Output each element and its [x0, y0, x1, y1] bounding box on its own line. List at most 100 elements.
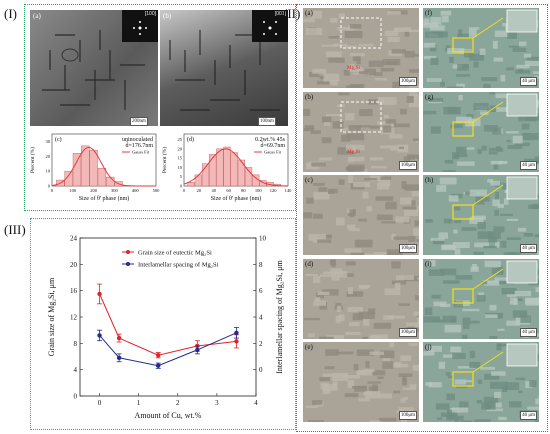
micrograph-label: (b): [305, 92, 314, 101]
tem-b-diffraction-inset: [001]: [252, 10, 288, 42]
hist-legend-mean: d̄=176.7nm: [125, 142, 153, 149]
data-point: [156, 363, 161, 368]
histogram-c: 0 100 200 300 400 500 0 10 20 30 Size of θ' phase …: [29, 133, 160, 202]
magnified-inset: [506, 9, 538, 33]
data-point: [234, 339, 239, 344]
data-point: [116, 355, 122, 361]
chart-x-tick: 4: [254, 399, 258, 407]
micrograph-scalebar: 40 μm: [520, 327, 537, 337]
hist-x-label: Size of θ' phase (nm): [79, 195, 130, 202]
chart-x-tick: 2: [176, 399, 180, 407]
magnified-inset: [506, 93, 538, 116]
legend-marker: [126, 250, 130, 254]
chart-x-tick: 3: [215, 399, 219, 407]
hist-legend-title: uninoculated: [122, 137, 153, 143]
micrograph-left-1: (a) 100μm Mg₂Si: [303, 8, 419, 88]
hist-y-tick: 25: [178, 137, 183, 142]
micrograph-label: (j): [425, 343, 432, 351]
gauss-fit-curve: [183, 148, 288, 187]
panel-III-frame: [30, 218, 296, 430]
data-point: [97, 291, 102, 297]
chart-yr-tick: 10: [259, 235, 267, 243]
hist-panel-label: (c): [55, 136, 62, 143]
hist-y-tick: 0: [48, 184, 51, 189]
data-point: [97, 333, 102, 338]
phase-annotation: Mg₂Si: [347, 149, 360, 155]
microstructure-texture: [303, 175, 419, 255]
micrograph-scalebar: 100μm: [398, 77, 417, 86]
highlight-box: [452, 120, 474, 137]
hist-bar: [201, 163, 210, 187]
chart-yl-tick: 4: [74, 366, 78, 374]
chart-yr-tick: 2: [259, 340, 263, 348]
hist-bar: [106, 176, 115, 187]
hist-panel-label: (d): [187, 136, 194, 143]
panel-label-III: (III): [4, 222, 26, 237]
highlight-arrow: [472, 268, 504, 289]
hist-y-label: Percent (%): [161, 147, 168, 173]
micrograph-label: (h): [425, 176, 434, 184]
micrograph-scalebar: 100μm: [398, 411, 417, 420]
tem-a-precipitates: [42, 30, 145, 110]
hist-bar: [187, 182, 195, 187]
microstructure-texture: [425, 176, 539, 255]
magnified-inset: [506, 343, 538, 367]
micrograph-left-3: (c) 100μm: [303, 175, 419, 255]
micrograph-scalebar: 40 μm: [520, 411, 537, 420]
hist-x-tick: 60: [226, 188, 231, 193]
chart-yl-tick: 8: [74, 340, 78, 348]
histogram-d: 0 20 40 60 80 100 120 140 0 5 10 15 20 25 Size of θ' p…: [161, 133, 292, 202]
hist-bar: [89, 150, 98, 187]
chart-yr-tick: 6: [259, 287, 263, 295]
hist-bar: [216, 148, 224, 187]
microstructure-texture: [423, 259, 539, 339]
microstructure-texture: [423, 9, 539, 88]
hist-legend-fit: Gauss Fit: [132, 150, 150, 155]
panel-label-I: (I): [4, 6, 17, 21]
microstructure-texture: [423, 343, 539, 422]
hist-x-tick: 500: [153, 188, 160, 193]
tem-a-scalebar: 200nm: [130, 117, 148, 126]
hist-x-tick: 300: [111, 188, 119, 193]
data-point: [116, 335, 122, 341]
zoom-region-box: [340, 17, 382, 49]
hist-y-tick: 15: [178, 156, 183, 161]
micrograph-right-4: (i) 40 μm: [423, 258, 539, 339]
micrograph-left-2: (b) 100μm Mg₂Si: [303, 91, 419, 172]
hist-x-tick: 120: [270, 188, 278, 193]
micrograph-scalebar: 100μm: [398, 327, 417, 337]
hist-x-label: Size of θ' phase (nm): [211, 195, 262, 202]
tem-a-diffraction-inset: [100]: [122, 10, 158, 42]
micrograph-left-4: (d) 100μm: [303, 258, 419, 339]
hist-bar: [230, 152, 238, 187]
legend-marker: [126, 262, 130, 266]
micrograph-right-5: (j) 40 μm: [423, 342, 539, 422]
chart-yr-tick: 4: [259, 314, 263, 322]
magnified-inset: [506, 260, 538, 283]
legend-label: Grain size of eutectic Mg₂Si: [138, 250, 212, 257]
panel-I-frame: [24, 4, 296, 211]
hist-bar: [72, 153, 82, 187]
hist-bar: [237, 159, 245, 187]
micrograph-scalebar: 100μm: [398, 244, 417, 253]
microstructure-texture: [303, 10, 419, 88]
highlight-box: [452, 204, 474, 220]
highlight-arrow: [472, 184, 504, 206]
highlight-arrow: [472, 351, 504, 373]
tem-b-label: (b): [163, 12, 172, 20]
gauss-fit-curve: [51, 146, 156, 187]
chart-yr-tick: 0: [259, 366, 263, 374]
tem-b-scalebar: 100nm: [258, 117, 276, 126]
hist-y-tick: 10: [178, 165, 183, 170]
chart-yr-tick: 8: [259, 261, 263, 269]
hist-x-tick: 0: [51, 188, 54, 193]
microstructure-texture: [305, 342, 419, 422]
hist-x-tick: 20: [197, 188, 202, 193]
hist-legend-mean: d̄=69.7nm: [260, 142, 285, 149]
highlight-box: [452, 37, 474, 53]
highlight-box: [452, 287, 474, 304]
hist-y-tick: 30: [46, 139, 51, 144]
hist-y-label: Percent (%): [29, 147, 36, 173]
highlight-arrow: [472, 101, 504, 122]
